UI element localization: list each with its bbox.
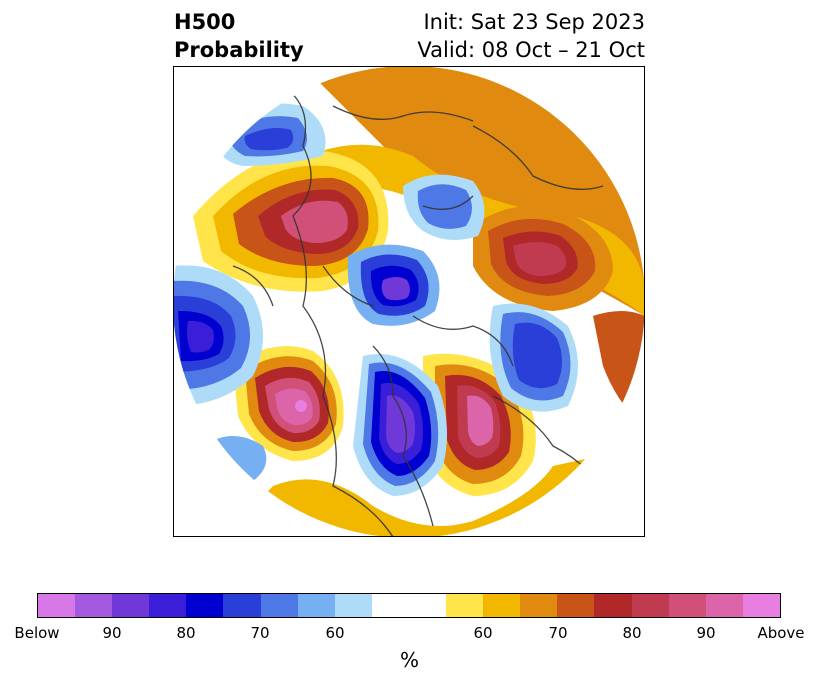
colorbar-tick-label: 80 xyxy=(176,624,196,642)
colorbar-tick-label: 80 xyxy=(622,624,642,642)
colorbar-segment xyxy=(38,594,76,617)
colorbar-segment xyxy=(297,594,335,617)
chart-title-right: Init: Sat 23 Sep 2023 Valid: 08 Oct – 21… xyxy=(417,8,645,64)
colorbar-segment xyxy=(594,594,632,617)
colorbar-tick-label: Below xyxy=(14,624,60,642)
colorbar-tick-label: 70 xyxy=(548,624,568,642)
valid-label: Valid: 08 Oct – 21 Oct xyxy=(417,38,645,62)
colorbar-segment xyxy=(260,594,298,617)
colorbar-ticks: Below 90 80 70 60 60 70 80 90 Above xyxy=(0,624,819,648)
colorbar-segment xyxy=(705,594,743,617)
colorbar-segment xyxy=(446,594,484,617)
colorbar-segment xyxy=(668,594,706,617)
colorbar-tick-label: 90 xyxy=(696,624,716,642)
colorbar-segment xyxy=(223,594,261,617)
colorbar-tick-label: 60 xyxy=(473,624,493,642)
polar-probability-map xyxy=(173,66,645,537)
map-border xyxy=(173,66,645,537)
colorbar-tick-label: Above xyxy=(757,624,805,642)
colorbar-segment xyxy=(631,594,669,617)
colorbar-unit-label: % xyxy=(399,648,419,672)
colorbar-segment xyxy=(112,594,150,617)
chart-title-left: H500 Probability xyxy=(174,8,304,64)
colorbar-segment xyxy=(557,594,595,617)
colorbar-tick-label: 70 xyxy=(250,624,270,642)
colorbar-segment xyxy=(371,594,409,617)
colorbar-segment xyxy=(520,594,558,617)
colorbar-segment xyxy=(483,594,521,617)
colorbar-segment xyxy=(742,594,780,617)
colorbar-segment xyxy=(408,594,447,617)
colorbar-tick-label: 60 xyxy=(325,624,345,642)
product-label: Probability xyxy=(174,38,304,62)
init-label: Init: Sat 23 Sep 2023 xyxy=(423,10,645,34)
variable-label: H500 xyxy=(174,10,236,34)
probability-colorbar xyxy=(37,593,781,618)
colorbar-tick-label: 90 xyxy=(102,624,122,642)
colorbar-segment xyxy=(149,594,187,617)
probability-fields xyxy=(173,66,645,537)
colorbar-segment xyxy=(186,594,224,617)
colorbar-segment xyxy=(75,594,113,617)
colorbar-segment xyxy=(334,594,372,617)
